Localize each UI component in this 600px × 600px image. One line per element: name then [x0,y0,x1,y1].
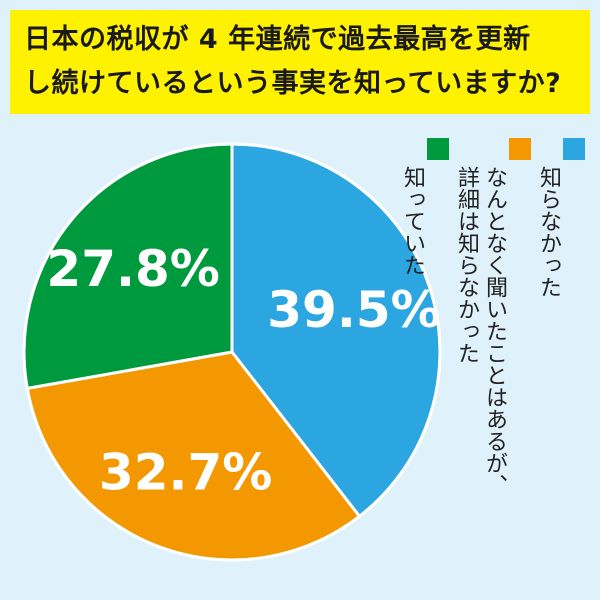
legend-item-knew: 知っていた [398,130,450,590]
legend-label-vaguely-heard-line2: 詳細は知らなかった [454,166,479,364]
legend-item-not-known: 知らなかった [534,130,586,590]
title-line-1: 日本の税収が 4 年連続で過去最高を更新 [24,24,531,55]
title-line-2: し続けているという事実を知っていますか? [24,68,562,99]
slice-label-knew: 27.8% [46,240,219,298]
legend-label-knew: 知っていた [400,166,425,276]
legend-item-vaguely-heard: なんとなく聞いたことはあるが、 詳細は知らなかった [452,130,532,590]
legend-label-not-known: 知らなかった [536,166,561,298]
legend-swatch-green [427,138,449,160]
slice-label-not-known: 39.5% [267,281,440,339]
slice-label-vaguely-heard: 32.7% [99,443,272,501]
legend-swatch-orange [509,138,531,160]
legend: 知らなかった なんとなく聞いたことはあるが、 詳細は知らなかった 知っていた [398,130,586,590]
title-banner: 日本の税収が 4 年連続で過去最高を更新 し続けているという事実を知っていますか… [10,10,590,114]
pie-outline [22,142,442,562]
legend-swatch-blue [563,138,585,160]
legend-label-vaguely-heard-line1: なんとなく聞いたことはあるが、 [482,166,507,496]
